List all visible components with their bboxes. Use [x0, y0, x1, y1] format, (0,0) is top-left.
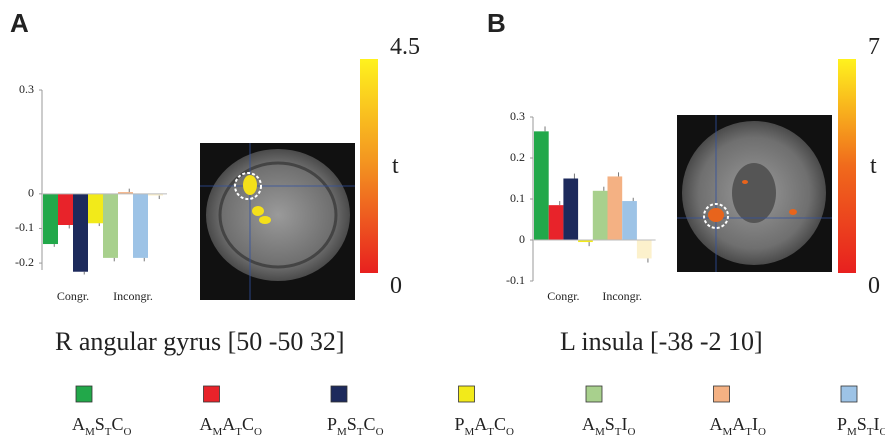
colorbar [360, 59, 378, 273]
legend-swatch [841, 386, 857, 402]
legend-swatch [586, 386, 602, 402]
legend-swatch [204, 386, 220, 402]
bar [622, 201, 637, 240]
legend-label: PMATCO [455, 414, 515, 438]
y-tick-label: 0 [28, 186, 34, 200]
bar [103, 194, 118, 258]
bar [58, 194, 73, 225]
colorbar [838, 59, 856, 273]
chart-title: R angular gyrus [50 -50 32] [55, 327, 345, 356]
legend-label: AMATCO [200, 414, 263, 438]
panel-label: A [10, 8, 29, 38]
bar [549, 205, 564, 240]
bar [637, 240, 652, 258]
y-tick-label: 0.3 [510, 109, 525, 123]
y-tick-label: 0.3 [19, 82, 34, 96]
colorbar-tick-label: 0 [868, 273, 880, 299]
y-tick-label: -0.1 [15, 220, 34, 234]
legend-swatch [331, 386, 347, 402]
brain-image-b [677, 115, 832, 272]
chart-title: L insula [-38 -2 10] [560, 327, 763, 356]
legend-swatch [76, 386, 92, 402]
colorbar-tick-label: 0 [390, 273, 402, 299]
legend-label: PMSTIO [837, 414, 885, 438]
colorbar-tick-label: 4.5 [390, 34, 420, 60]
group-label: Congr. [547, 289, 579, 303]
legend-swatch [459, 386, 475, 402]
figure: A R angular gyrus [50 -50 32] 0.3 0 -0.1 -0.2… [0, 0, 885, 445]
y-tick-label: -0.1 [506, 273, 525, 287]
brain-image-a [200, 143, 355, 300]
group-label: Congr. [57, 289, 89, 303]
bar [593, 191, 608, 240]
legend-label: AMSTCO [72, 414, 132, 438]
y-tick-label: 0.1 [510, 191, 525, 205]
legend-label: AMSTIO [582, 414, 636, 438]
bar [133, 194, 148, 258]
colorbar-label: t [870, 153, 877, 179]
bar [88, 194, 103, 223]
panel-label: B [487, 8, 506, 38]
bar [534, 131, 549, 240]
group-label: Incongr. [602, 289, 642, 303]
legend-label: AMATIO [710, 414, 767, 438]
group-label: Incongr. [113, 289, 153, 303]
y-tick-label: 0 [519, 232, 525, 246]
legend-swatch [714, 386, 730, 402]
bar [608, 176, 623, 240]
bar [43, 194, 58, 244]
colorbar-label: t [392, 153, 399, 179]
legend-label: PMSTCO [327, 414, 384, 438]
bar [73, 194, 88, 272]
bar [563, 179, 578, 241]
y-tick-label: -0.2 [15, 255, 34, 269]
y-tick-label: 0.2 [510, 150, 525, 164]
colorbar-tick-label: 7 [868, 34, 880, 60]
